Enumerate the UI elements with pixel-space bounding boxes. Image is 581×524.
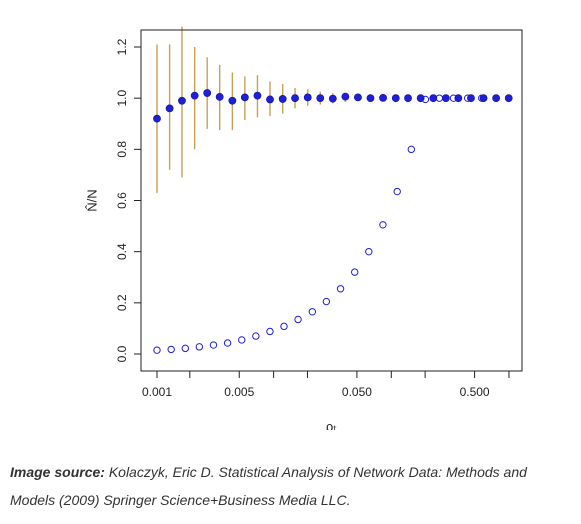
- open-point: [449, 94, 458, 102]
- open-point: [308, 308, 317, 316]
- filled-point: [303, 93, 312, 102]
- points-group: [153, 89, 513, 354]
- open-point: [379, 221, 387, 229]
- filled-point: [328, 94, 337, 103]
- filled-point: [253, 91, 262, 100]
- filled-point: [354, 93, 362, 102]
- open-point: [209, 341, 218, 349]
- x-axis: 0.001 0.005 0.050 0.500: [142, 370, 510, 399]
- chart: 0.001 0.005 0.050 0.500 0.0 0.2 0.4 0.6 0.8 1.0 1…: [84, 26, 523, 430]
- filled-point: [441, 94, 450, 103]
- filled-point: [278, 95, 287, 103]
- filled-point: [379, 94, 387, 102]
- open-point: [294, 315, 302, 324]
- filled-point: [391, 94, 400, 103]
- caption-text: Kolaczyk, Eric D. Statistical Analysis o…: [10, 464, 527, 508]
- open-point: [365, 247, 373, 256]
- filled-point: [153, 114, 161, 123]
- filled-point: [316, 94, 325, 103]
- filled-point: [203, 89, 212, 97]
- filled-point: [228, 96, 237, 105]
- open-point: [153, 346, 161, 354]
- open-point: [322, 297, 331, 306]
- filled-point: [240, 93, 249, 102]
- filled-point: [479, 94, 488, 103]
- open-point: [266, 327, 274, 336]
- open-point: [421, 95, 430, 104]
- open-point: [252, 332, 260, 340]
- x-tick-label: 0.500: [460, 385, 490, 399]
- open-point: [351, 268, 359, 276]
- x-tick-label: 0.001: [142, 385, 172, 399]
- y-tick-label: 0.2: [115, 294, 129, 311]
- y-tick-label: 0.6: [115, 192, 129, 209]
- y-tick-label: 0.0: [115, 345, 129, 362]
- filled-point: [366, 94, 375, 103]
- x-tick-label: 0.050: [342, 385, 372, 399]
- filled-point: [266, 95, 274, 104]
- open-point: [336, 285, 345, 293]
- open-point: [223, 339, 232, 347]
- open-point: [478, 94, 486, 102]
- filled-point: [429, 94, 438, 103]
- open-point: [238, 336, 246, 344]
- filled-point: [190, 91, 199, 100]
- filled-point: [178, 96, 186, 105]
- filled-point: [215, 92, 224, 101]
- error-bars-group: [156, 26, 472, 193]
- filled-point: [404, 94, 412, 103]
- y-tick-label: 1.2: [115, 38, 129, 55]
- filled-point: [165, 104, 174, 113]
- filled-point: [504, 94, 513, 103]
- open-point: [393, 187, 401, 196]
- x-tick-label: 0.005: [224, 385, 254, 399]
- open-point: [435, 94, 444, 102]
- y-tick-label: 1.0: [115, 90, 129, 107]
- filled-point: [341, 92, 350, 101]
- open-point: [195, 343, 204, 351]
- open-point: [280, 322, 288, 331]
- plot-frame: [140, 29, 523, 372]
- x-axis-label: ρₜ: [326, 419, 337, 430]
- y-axis-label: N̂/N: [84, 189, 99, 211]
- caption-label: Image source:: [10, 464, 105, 480]
- y-tick-label: 0.4: [115, 243, 129, 260]
- open-point: [181, 344, 190, 353]
- open-point: [463, 94, 472, 102]
- filled-point: [416, 94, 425, 103]
- open-point: [167, 345, 175, 354]
- y-tick-label: 0.8: [115, 141, 129, 158]
- open-point: [407, 145, 416, 154]
- image-source-caption: Image source: Kolaczyk, Eric D. Statisti…: [10, 458, 570, 514]
- filled-point: [492, 94, 501, 103]
- y-axis: 0.0 0.2 0.4 0.6 0.8 1.0 1.2: [115, 38, 142, 362]
- filled-point: [291, 94, 299, 103]
